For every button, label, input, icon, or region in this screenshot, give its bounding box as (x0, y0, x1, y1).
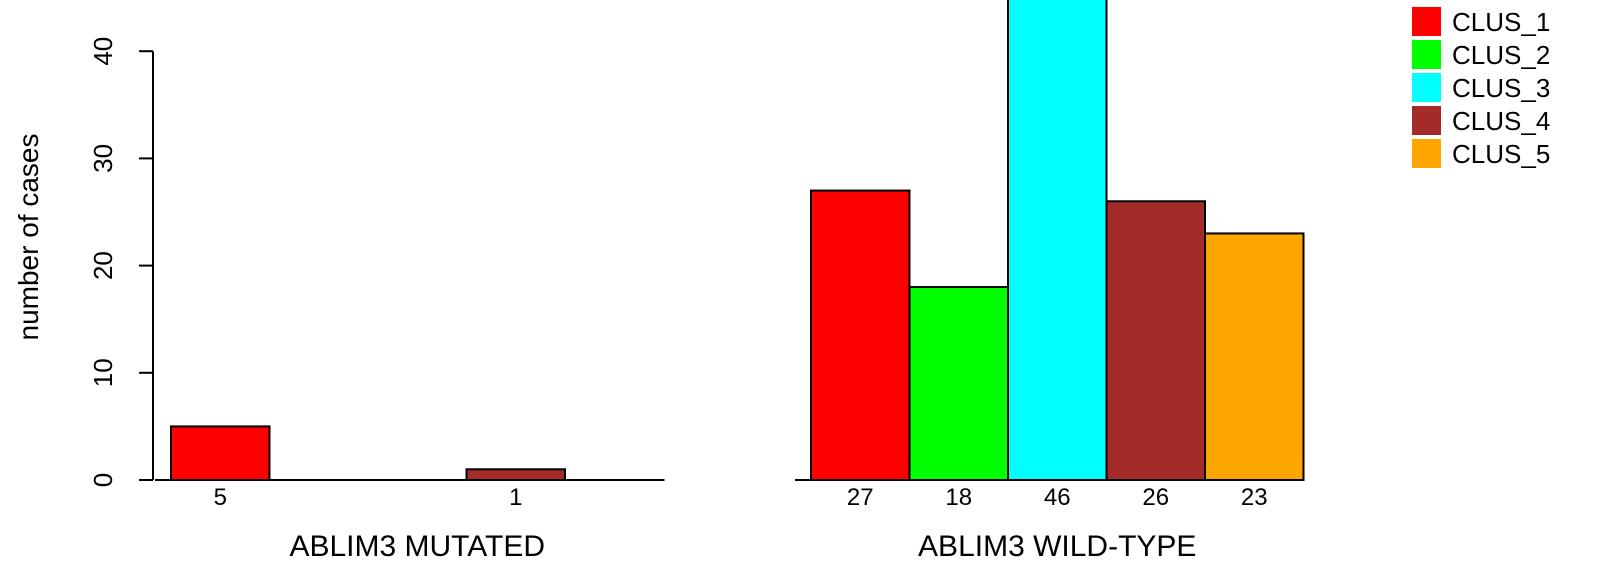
bar-clus-2 (908, 286, 1009, 482)
legend-swatch (1412, 7, 1441, 36)
bar-value-label: 46 (1044, 484, 1071, 511)
bar-clus-3 (1007, 0, 1108, 481)
bar-clus-5 (1204, 232, 1305, 481)
y-tick-label: 10 (88, 358, 118, 387)
legend-swatch (1412, 40, 1441, 69)
bar-value-label: 23 (1241, 484, 1268, 511)
bar-value-label: 27 (847, 484, 874, 511)
legend-label: CLUS_3 (1452, 73, 1550, 103)
bar-clus-1 (170, 425, 271, 481)
legend-swatch (1412, 106, 1441, 135)
legend-label: CLUS_5 (1452, 139, 1550, 169)
bars: 5 1 27 18 46 26 23 (155, 0, 1305, 511)
y-axis: 0 10 20 30 40 (88, 37, 154, 487)
legend-swatch (1412, 139, 1441, 168)
y-tick-label: 30 (88, 144, 118, 173)
panel-label: ABLIM3 MUTATED (289, 530, 545, 563)
legend-swatch (1412, 73, 1441, 102)
legend-label: CLUS_1 (1452, 7, 1550, 37)
bar-value-label: 5 (214, 484, 227, 511)
y-tick-label: 20 (88, 251, 118, 280)
panel-label: ABLIM3 WILD-TYPE (918, 530, 1196, 563)
legend-label: CLUS_2 (1452, 40, 1550, 70)
y-axis-title: number of cases (13, 134, 44, 341)
legend-label: CLUS_4 (1452, 106, 1550, 136)
bar-clus-4 (1105, 200, 1206, 481)
bar-value-label: 1 (509, 484, 522, 511)
bar-clus-1 (810, 189, 911, 481)
bar-clus-4 (465, 468, 566, 481)
bar-value-label: 18 (945, 484, 972, 511)
y-tick-label: 40 (88, 37, 118, 66)
panel-labels: ABLIM3 MUTATED ABLIM3 WILD-TYPE (289, 530, 1196, 563)
bar-value-label: 26 (1142, 484, 1169, 511)
y-tick-label: 0 (88, 473, 118, 487)
